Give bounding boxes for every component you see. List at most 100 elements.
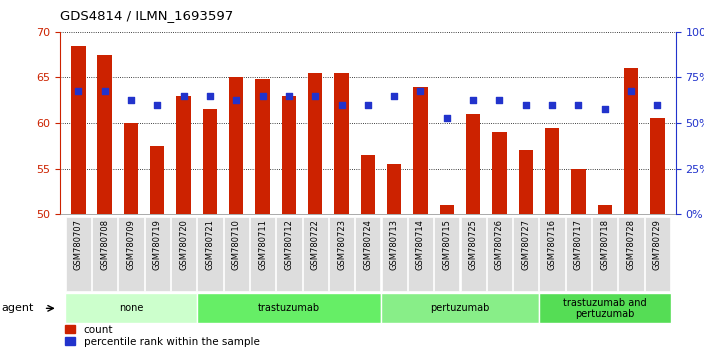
- FancyBboxPatch shape: [65, 217, 91, 291]
- Text: GSM780717: GSM780717: [574, 219, 583, 270]
- FancyBboxPatch shape: [196, 293, 381, 323]
- Bar: [282, 96, 296, 214]
- Bar: [466, 114, 480, 214]
- Point: [599, 107, 610, 112]
- Text: GSM780711: GSM780711: [258, 219, 267, 270]
- FancyBboxPatch shape: [171, 217, 196, 291]
- Bar: [229, 78, 244, 214]
- FancyBboxPatch shape: [118, 217, 144, 291]
- Point: [125, 97, 137, 103]
- Bar: [150, 146, 165, 214]
- FancyBboxPatch shape: [618, 217, 643, 291]
- Bar: [439, 205, 454, 214]
- Text: GSM780707: GSM780707: [74, 219, 83, 270]
- Text: GSM780727: GSM780727: [521, 219, 530, 270]
- Text: GSM780708: GSM780708: [100, 219, 109, 270]
- Text: GSM780719: GSM780719: [153, 219, 162, 270]
- Bar: [519, 150, 533, 214]
- FancyBboxPatch shape: [592, 217, 617, 291]
- Bar: [334, 73, 348, 214]
- FancyBboxPatch shape: [250, 217, 275, 291]
- Point: [362, 102, 373, 108]
- FancyBboxPatch shape: [381, 293, 539, 323]
- FancyBboxPatch shape: [539, 293, 671, 323]
- FancyBboxPatch shape: [645, 217, 670, 291]
- Point: [415, 88, 426, 94]
- Bar: [387, 164, 401, 214]
- Text: GSM780724: GSM780724: [363, 219, 372, 270]
- Text: GSM780726: GSM780726: [495, 219, 504, 270]
- Bar: [624, 68, 639, 214]
- Point: [310, 93, 321, 98]
- Point: [257, 93, 268, 98]
- Bar: [124, 123, 138, 214]
- FancyBboxPatch shape: [382, 217, 407, 291]
- FancyBboxPatch shape: [487, 217, 512, 291]
- Text: GDS4814 / ILMN_1693597: GDS4814 / ILMN_1693597: [60, 9, 233, 22]
- Bar: [571, 169, 586, 214]
- FancyBboxPatch shape: [303, 217, 328, 291]
- Bar: [256, 79, 270, 214]
- Text: GSM780713: GSM780713: [390, 219, 398, 270]
- Point: [546, 102, 558, 108]
- Text: GSM780710: GSM780710: [232, 219, 241, 270]
- Text: pertuzumab: pertuzumab: [430, 303, 490, 313]
- Text: GSM780716: GSM780716: [548, 219, 557, 270]
- Text: GSM780718: GSM780718: [601, 219, 609, 270]
- Bar: [413, 86, 428, 214]
- FancyBboxPatch shape: [513, 217, 539, 291]
- Point: [336, 102, 347, 108]
- Bar: [360, 155, 375, 214]
- Bar: [71, 46, 85, 214]
- FancyBboxPatch shape: [92, 217, 118, 291]
- Bar: [492, 132, 507, 214]
- Text: GSM780709: GSM780709: [127, 219, 135, 270]
- FancyBboxPatch shape: [329, 217, 354, 291]
- Point: [520, 102, 532, 108]
- FancyBboxPatch shape: [460, 217, 486, 291]
- Point: [231, 97, 242, 103]
- Point: [494, 97, 505, 103]
- Point: [467, 97, 479, 103]
- Point: [204, 93, 215, 98]
- Point: [573, 102, 584, 108]
- Text: GSM780725: GSM780725: [469, 219, 477, 270]
- Point: [73, 88, 84, 94]
- Point: [151, 102, 163, 108]
- Text: GSM780722: GSM780722: [310, 219, 320, 270]
- Bar: [97, 55, 112, 214]
- Point: [389, 93, 400, 98]
- Text: none: none: [119, 303, 143, 313]
- FancyBboxPatch shape: [197, 217, 222, 291]
- Point: [283, 93, 294, 98]
- Text: GSM780712: GSM780712: [284, 219, 294, 270]
- Text: GSM780723: GSM780723: [337, 219, 346, 270]
- Point: [652, 102, 663, 108]
- Bar: [598, 205, 612, 214]
- FancyBboxPatch shape: [408, 217, 433, 291]
- Bar: [176, 96, 191, 214]
- Text: GSM780729: GSM780729: [653, 219, 662, 270]
- FancyBboxPatch shape: [144, 217, 170, 291]
- Text: GSM780715: GSM780715: [442, 219, 451, 270]
- Bar: [203, 109, 217, 214]
- FancyBboxPatch shape: [539, 217, 565, 291]
- Text: GSM780720: GSM780720: [179, 219, 188, 270]
- Text: trastuzumab: trastuzumab: [258, 303, 320, 313]
- FancyBboxPatch shape: [224, 217, 249, 291]
- Bar: [545, 127, 560, 214]
- Text: GSM780721: GSM780721: [206, 219, 215, 270]
- Text: trastuzumab and
pertuzumab: trastuzumab and pertuzumab: [563, 297, 646, 319]
- FancyBboxPatch shape: [356, 217, 380, 291]
- FancyBboxPatch shape: [65, 293, 196, 323]
- FancyBboxPatch shape: [566, 217, 591, 291]
- Point: [178, 93, 189, 98]
- Point: [625, 88, 636, 94]
- Bar: [650, 119, 665, 214]
- Point: [99, 88, 111, 94]
- Text: GSM780728: GSM780728: [627, 219, 636, 270]
- FancyBboxPatch shape: [434, 217, 460, 291]
- Text: agent: agent: [1, 303, 34, 313]
- Legend: count, percentile rank within the sample: count, percentile rank within the sample: [65, 325, 260, 347]
- Text: GSM780714: GSM780714: [416, 219, 425, 270]
